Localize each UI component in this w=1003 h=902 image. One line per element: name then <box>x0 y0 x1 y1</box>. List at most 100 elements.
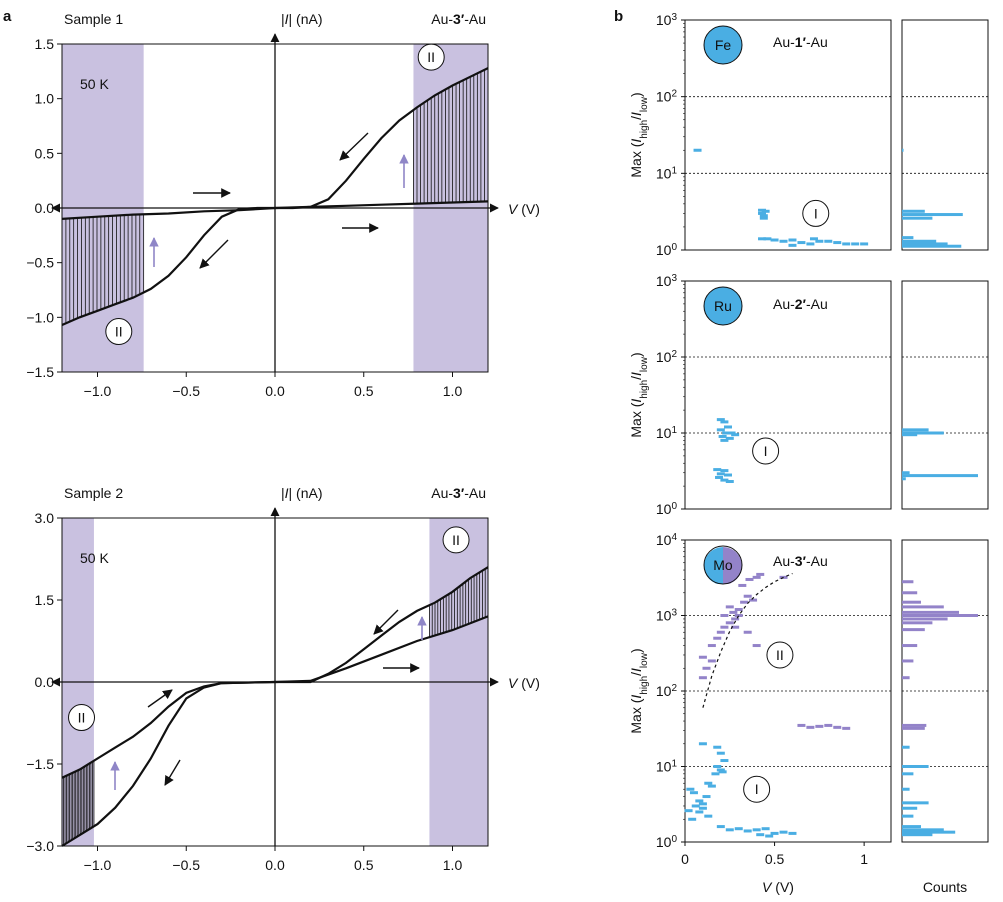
data-point-blue <box>851 242 860 246</box>
badge-left-half <box>704 547 723 584</box>
data-point-blue <box>788 238 797 242</box>
y-tick-label: 103 <box>656 12 678 29</box>
data-point-purple <box>725 621 734 625</box>
data-point-purple <box>734 608 743 612</box>
histogram-frame <box>901 280 989 510</box>
data-point-blue <box>702 795 711 799</box>
data-point-purple <box>749 598 758 602</box>
data-point-blue <box>718 434 727 438</box>
y-tick-label: 3.0 <box>35 510 55 526</box>
data-point-purple <box>756 572 765 576</box>
histogram-bar-purple <box>902 610 959 614</box>
data-point-purple <box>738 583 747 587</box>
region-label-0: II <box>776 647 784 663</box>
histogram-frame <box>901 19 989 251</box>
data-point-purple <box>716 630 725 634</box>
data-point-purple <box>720 625 729 629</box>
data-point-blue <box>779 239 788 243</box>
data-point-blue <box>698 742 707 746</box>
ylabel-prefix: | <box>281 11 285 27</box>
data-point-purple <box>824 723 833 727</box>
histogram-bar-purple <box>902 726 925 730</box>
temperature-label: 50 K <box>80 550 109 566</box>
ylabel-prefix: Max ( <box>628 402 644 437</box>
panel-label-b: b <box>614 8 623 25</box>
data-point-purple <box>745 577 754 581</box>
tick-base: 10 <box>656 759 672 775</box>
data-point-purple <box>752 575 761 579</box>
data-point-purple <box>725 605 734 609</box>
data-point-blue <box>720 478 729 482</box>
series-line-3 <box>61 206 276 220</box>
y-tick-label: −1.0 <box>26 309 54 325</box>
xlabel-italic: V <box>508 201 519 217</box>
data-point-blue <box>723 425 732 429</box>
ylabel-sub: high <box>639 380 650 399</box>
molecule-prefix: Au- <box>773 553 795 569</box>
data-point-blue <box>815 239 824 243</box>
y-tick-label: 1.0 <box>35 91 55 107</box>
tick-exponent: 2 <box>671 349 677 360</box>
element-label: Ru <box>714 298 732 314</box>
y-tick-label: 104 <box>656 532 678 549</box>
region-label-circle <box>802 199 830 227</box>
molecule-suffix: -Au <box>806 296 828 312</box>
x-axis-label: V (V) <box>762 879 794 895</box>
chart-a1: −1.0 −0.5 0.0 0.5 1.0 1.5 1.0 0.5 0.0 −0.5 −1.0 −1.… <box>26 11 540 399</box>
histogram-bar-purple <box>902 580 914 584</box>
panel-label-a: a <box>3 8 12 25</box>
data-point-blue <box>695 810 704 814</box>
molecule-label: Au-3′-Au <box>773 553 828 569</box>
tick-exponent: 3 <box>671 607 677 618</box>
ylabel-sub: high <box>639 120 650 139</box>
data-point-blue <box>788 831 797 835</box>
tick-base: 10 <box>656 683 672 699</box>
histogram-bar-blue <box>902 433 918 437</box>
tick-base: 10 <box>656 425 672 441</box>
y-axis-label: |I| (nA) <box>281 11 323 27</box>
ylabel-slash: / <box>628 116 644 120</box>
region-label-1: I <box>755 781 759 797</box>
data-point-blue <box>698 806 707 810</box>
data-point-blue <box>715 475 724 479</box>
data-point-blue <box>704 814 713 818</box>
histogram-bar-blue <box>902 209 925 213</box>
data-point-blue <box>758 237 767 241</box>
region-label: I <box>814 205 818 221</box>
data-point-purple <box>833 725 842 729</box>
y-tick-label: 100 <box>656 242 678 259</box>
region-label-0: II <box>452 532 460 548</box>
x-tick-label: −1.0 <box>84 383 112 399</box>
data-point-blue <box>809 237 818 241</box>
element-badge <box>703 545 743 585</box>
ylabel-slash: / <box>628 376 644 380</box>
y-tick-label: 0.5 <box>35 145 55 161</box>
histogram-bar-purple <box>902 723 927 727</box>
chart-a2: −1.0 −0.5 0.0 0.5 1.0 3.0 1.5 0.0 −1.5 −3.0 Sample… <box>26 485 540 873</box>
data-point-blue <box>691 804 700 808</box>
data-point-blue <box>698 802 707 806</box>
data-point-purple <box>731 617 740 621</box>
data-point-blue <box>752 828 761 832</box>
data-point-blue <box>716 472 725 476</box>
y-tick-label: −1.5 <box>26 364 54 380</box>
data-point-blue <box>779 830 788 834</box>
y-tick-label: 102 <box>656 683 678 700</box>
histogram-bar-blue <box>902 765 929 768</box>
data-point-blue <box>833 241 842 245</box>
tick-base: 10 <box>656 273 672 289</box>
y-tick-label: 103 <box>656 607 678 624</box>
data-point-blue <box>860 242 869 246</box>
ylabel-prefix: Max ( <box>628 698 644 733</box>
region-label-1-circle <box>105 318 133 346</box>
data-point-purple <box>707 659 716 663</box>
tick-exponent: 3 <box>671 12 677 23</box>
data-point-purple <box>729 610 738 614</box>
histogram-bar-purple <box>902 644 918 648</box>
data-point-blue <box>761 827 770 831</box>
tick-exponent: 4 <box>671 532 677 543</box>
molecule-label: Au-2′-Au <box>773 296 828 312</box>
sweep-arrow <box>373 609 399 635</box>
data-point-purple <box>731 625 740 629</box>
molecule-prefix: Au- <box>773 34 795 50</box>
